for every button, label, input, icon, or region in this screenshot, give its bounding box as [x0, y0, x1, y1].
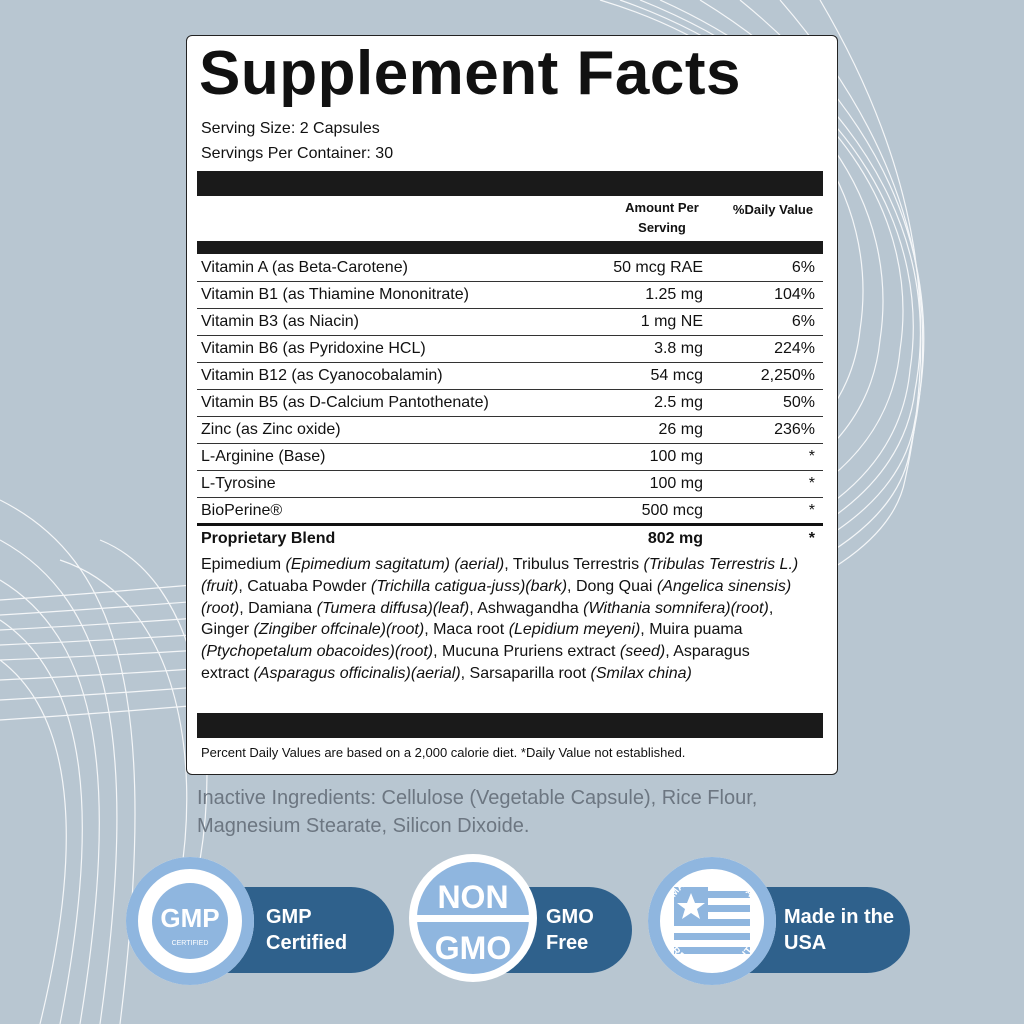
- nutrient-amount: 26 mg: [658, 421, 703, 438]
- ingredient-source: (Trichilla catigua-juss)(bark): [370, 577, 568, 595]
- nutrient-amount: 2.5 mg: [654, 394, 703, 411]
- ingredient-source: (Lepidium meyeni): [508, 621, 641, 639]
- ingredient-name: , Dong Quai: [567, 577, 657, 595]
- gmp-badge: GOOD MANUFACTURING PRACTICE GMP CERTIFIE…: [126, 857, 254, 985]
- nutrient-amount: 1.25 mg: [645, 286, 703, 303]
- serving-size: Serving Size: 2 Capsules: [201, 120, 380, 137]
- ingredient-name: , Damiana: [239, 599, 317, 617]
- nutrient-name: Vitamin B1 (as Thiamine Mononitrate): [201, 286, 469, 303]
- nutrient-daily-value: 2,250%: [760, 367, 815, 384]
- nutrient-name: BioPerine®: [201, 502, 283, 519]
- nutrient-amount: 50 mcg RAE: [613, 259, 703, 276]
- ingredient-source: (Withania somnifera)(root): [583, 599, 769, 617]
- nutrient-amount: 1 mg NE: [640, 313, 703, 330]
- non-gmo-badge: NON GMO: [409, 854, 537, 982]
- ingredient-name: , Asparagus extract: [201, 643, 750, 682]
- badge-center: GMP: [160, 903, 219, 933]
- ingredient-source: (Tribulas Terrestris L.) (fruit): [201, 556, 799, 595]
- badge-top: NON: [437, 879, 508, 915]
- nutrient-row: BioPerine® 500 mcg *: [197, 498, 823, 525]
- nutrient-row: Vitamin B3 (as Niacin) 1 mg NE 6%: [197, 309, 823, 336]
- ingredient-source: (Tumera diffusa)(leaf): [316, 599, 470, 617]
- ingredient-name: , Muira puama: [640, 621, 743, 639]
- ingredient-name: , Tribulus Terrestris: [504, 556, 644, 573]
- blend-name: Proprietary Blend: [201, 530, 336, 547]
- blend-row: Proprietary Blend 802 mg *: [197, 523, 823, 552]
- ingredient-name: Epimedium: [201, 556, 286, 573]
- ingredient-name: , Ginger: [201, 599, 774, 639]
- ingredient-name: , Catuaba Powder: [238, 577, 371, 595]
- blend-daily-value: *: [808, 530, 815, 547]
- ingredient-name: , Ashwagandha: [469, 599, 584, 617]
- nutrient-daily-value: 104%: [774, 286, 815, 303]
- separator-bar: [197, 241, 823, 254]
- nutrient-row: Vitamin B6 (as Pyridoxine HCL) 3.8 mg 224%: [197, 336, 823, 363]
- separator-bar: [197, 713, 823, 738]
- ingredient-source: (Asparagus officinalis)(aerial): [253, 664, 461, 682]
- nutrient-name: Vitamin B12 (as Cyanocobalamin): [201, 367, 443, 384]
- usa-badge: MADE IN THE USA PREMIUM QUALITY: [648, 857, 776, 985]
- blend-ingredients: Epimedium (Epimedium sagitatum) (aerial)…: [201, 554, 801, 685]
- nutrient-row: Vitamin B1 (as Thiamine Mononitrate) 1.25…: [197, 282, 823, 309]
- amount-header: Amount Per Serving: [625, 200, 699, 235]
- nutrient-daily-value: *: [808, 502, 815, 519]
- nutrient-name: L-Tyrosine: [201, 475, 276, 492]
- nutrient-row: L-Tyrosine 100 mg *: [197, 471, 823, 498]
- ingredient-source: (seed): [619, 643, 666, 661]
- nutrient-amount: 3.8 mg: [654, 340, 703, 357]
- nutrient-row: L-Arginine (Base) 100 mg *: [197, 444, 823, 471]
- badge-text: GMP Certified: [266, 906, 348, 954]
- nutrient-daily-value: *: [808, 448, 815, 465]
- badge-center-sub: CERTIFIED: [172, 940, 209, 947]
- ingredient-source: (Angelica sinensis)(root): [201, 577, 792, 617]
- separator-bar: [197, 171, 823, 196]
- nutrient-name: Zinc (as Zinc oxide): [201, 421, 341, 438]
- nutrient-daily-value: 236%: [774, 421, 815, 438]
- nutrient-row: Zinc (as Zinc oxide) 26 mg 236%: [197, 417, 823, 444]
- daily-value-header: %Daily Value: [732, 202, 814, 217]
- nutrient-name: Vitamin B5 (as D-Calcium Pantothenate): [201, 394, 489, 411]
- ingredient-name: , Mucuna Pruriens extract: [433, 643, 620, 661]
- nutrient-daily-value: 6%: [791, 313, 815, 330]
- ingredient-name: , Maca root: [424, 621, 509, 639]
- nutrient-name: Vitamin A (as Beta-Carotene): [201, 259, 408, 276]
- nutrient-daily-value: 50%: [782, 394, 815, 411]
- badge-text: Made in the USA: [784, 906, 895, 954]
- nutrient-amount: 500 mcg: [641, 502, 703, 519]
- ingredient-source: (Smilax china): [590, 664, 692, 682]
- ingredient-source: (Zingiber offcinale)(root): [253, 621, 425, 639]
- blend-amount: 802 mg: [647, 530, 703, 547]
- nutrient-name: L-Arginine (Base): [201, 448, 326, 465]
- nutrient-daily-value: 224%: [774, 340, 815, 357]
- footnote: Percent Daily Values are based on a 2,00…: [201, 745, 686, 760]
- nutrient-row: Vitamin B12 (as Cyanocobalamin) 54 mcg 2,2…: [197, 363, 823, 390]
- nutrient-name: Vitamin B3 (as Niacin): [201, 313, 359, 330]
- nutrient-daily-value: 6%: [791, 259, 815, 276]
- ingredient-source: (Epimedium sagitatum) (aerial): [285, 556, 505, 573]
- nutrient-row: Vitamin A (as Beta-Carotene) 50 mcg RAE 6%: [197, 255, 823, 282]
- badge-bottom: GMO: [435, 930, 511, 966]
- servings-per-container: Servings Per Container: 30: [201, 145, 394, 162]
- inactive-ingredients: Inactive Ingredients: Cellulose (Vegetab…: [197, 787, 758, 837]
- badge-text: GMO Free: [546, 906, 594, 954]
- nutrient-amount: 100 mg: [649, 448, 703, 465]
- nutrient-amount: 100 mg: [649, 475, 703, 492]
- nutrient-row: Vitamin B5 (as D-Calcium Pantothenate) 2.…: [197, 390, 823, 417]
- supplement-facts-label: Supplement Facts Serving Size: 2 Capsule…: [186, 35, 838, 775]
- nutrient-daily-value: *: [808, 475, 815, 492]
- nutrient-name: Vitamin B6 (as Pyridoxine HCL): [201, 340, 426, 357]
- ingredient-source: (Ptychopetalum obacoides)(root): [201, 643, 434, 661]
- label-title: Supplement Facts: [199, 39, 741, 108]
- ingredient-name: , Sarsaparilla root: [460, 664, 591, 682]
- nutrient-amount: 54 mcg: [650, 367, 703, 384]
